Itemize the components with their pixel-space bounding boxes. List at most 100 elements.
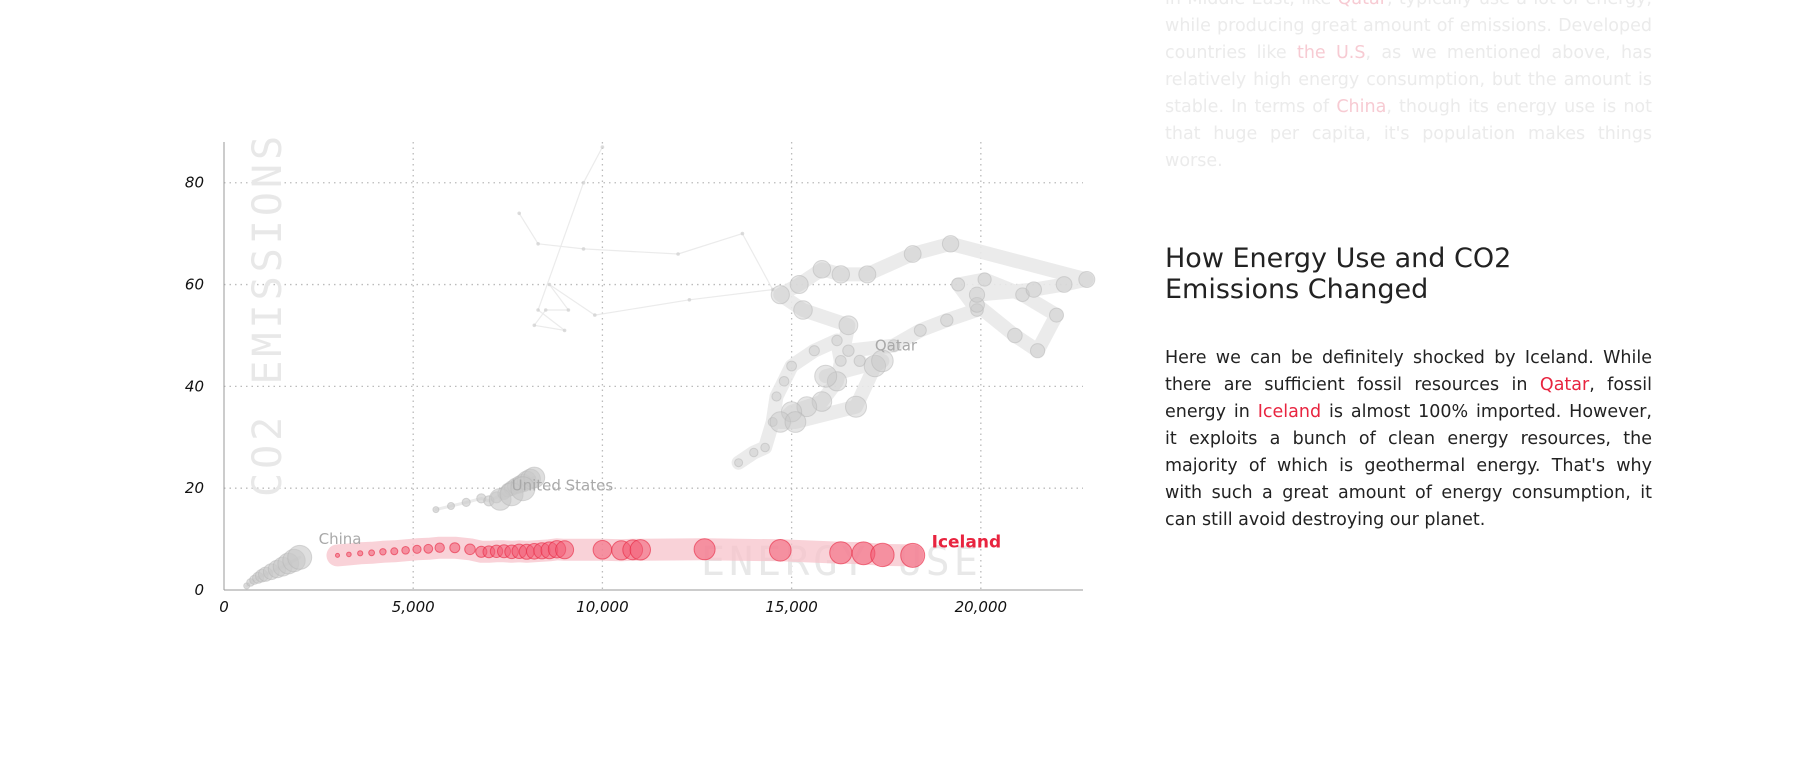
series-2-point [581,247,586,251]
qatar-point [1078,271,1096,288]
qatar-point [771,391,782,402]
series-labels: China United States Qatar Iceland [319,337,1002,553]
body-text-3: is almost 100% imported. However, it exp… [1165,402,1652,530]
qatar-point [812,260,832,279]
intro-text-4: , though its energy use is not that huge… [1165,97,1653,171]
series-2-point [593,313,597,317]
iceland-point [769,539,792,562]
intro-text-2: , typically use a lot of energy, while p… [1165,0,1652,63]
qatar-point [789,275,809,294]
body-link-iceland[interactable]: Iceland [1257,402,1322,422]
series-2-point [517,211,521,216]
body-paragraph: Here we can be definitely shocked by Ice… [1165,345,1652,534]
china-point [287,544,313,570]
y-tick-label: 20 [185,479,204,497]
qatar-point [778,376,790,387]
faded-intro-paragraph: in Middle East, like Qatar, typically us… [1165,0,1652,175]
series-2-point [543,308,548,312]
iceland-point [412,544,422,554]
united-states-point [461,497,471,507]
body-text-2: , fossil energy in [1165,375,1652,422]
qatar-point [786,360,797,372]
iceland-point [379,548,387,556]
iceland-point [390,547,399,556]
qatar-point [808,345,820,357]
chart-marks [243,145,1096,590]
qatar-point [1030,343,1046,359]
qatar-point [1025,281,1043,298]
qatar-point [853,354,866,367]
qatar-point [760,442,770,453]
section-heading: How Energy Use and CO2 Emissions Changed [1165,243,1512,305]
intro-link-us[interactable]: the U.S [1296,43,1366,63]
series-2-point [536,308,540,312]
iceland-point [357,550,364,557]
series-2-point [581,180,586,185]
qatar-point [951,277,966,292]
qatar-point [831,265,850,284]
iceland-point [401,546,410,555]
qatar-point [834,355,847,367]
iceland-point [423,543,434,554]
qatar-point [887,339,901,353]
qatar-point [769,411,791,433]
iceland-point [829,541,853,565]
qatar-point [749,447,759,458]
qatar-point [826,371,848,392]
x-tick-label: 10,000 [576,598,629,616]
qatar-point [1049,307,1064,323]
qatar-point [1007,327,1023,344]
y-tick-label: 80 [185,174,204,192]
iceland-point [449,542,461,554]
axis-ticks: 0 5,000 10,000 15,000 20,000 0 20 40 60 80 [185,174,1007,616]
qatar-point [845,395,867,418]
united-states-point [432,506,440,514]
united-states-point [447,502,455,510]
intro-link-qatar[interactable]: Qatar [1338,0,1387,9]
x-tick-label: 20,000 [955,598,1008,616]
iceland-point [870,542,895,568]
intro-link-china[interactable]: China [1336,97,1387,117]
qatar-point [940,313,954,327]
qatar-point [977,272,992,287]
intro-text-1: in Middle East, like [1165,0,1338,9]
x-tick-label: 5,000 [392,598,435,616]
iceland-point [368,549,376,557]
series-2-point [600,145,605,149]
qatar-point [941,235,960,253]
qatar-point [871,349,894,373]
y-tick-label: 0 [194,581,204,599]
iceland-point [629,539,651,561]
qatar-point [814,364,838,388]
iceland-point [592,540,613,560]
series-2-point [532,323,537,328]
iceland-point [555,540,575,560]
series-2-trail [518,146,774,331]
qatar-point [913,323,927,337]
y-tick-label: 60 [185,276,204,294]
united-states-label: United States [512,477,614,495]
qatar-point [784,411,807,433]
qatar-point [831,334,843,347]
qatar-label: Qatar [875,337,918,355]
y-tick-label: 40 [185,377,204,395]
series-2-point [566,308,571,312]
iceland-label: Iceland [932,533,1002,553]
x-tick-label: 15,000 [765,598,818,616]
qatar-point [734,458,744,468]
body-link-qatar[interactable]: Qatar [1539,375,1590,395]
x-tick-label: 0 [219,598,229,616]
series-2-point [687,298,692,302]
scatter-chart: CO2 EMISSIONS ENERGY USE 0 5,000 10,000 15,… [185,132,1096,616]
qatar-point [793,300,813,320]
series-2-point [536,242,540,246]
qatar-point [970,303,984,317]
intro-text-3: , as we mentioned above, has relatively … [1165,43,1652,117]
qatar-point [858,265,877,284]
qatar-trail [731,236,1094,470]
qatar-point [842,344,855,357]
china-label: China [319,530,362,548]
iceland-point [900,542,926,568]
united-states-point [510,476,536,502]
y-axis-title: CO2 EMISSIONS [245,132,291,497]
